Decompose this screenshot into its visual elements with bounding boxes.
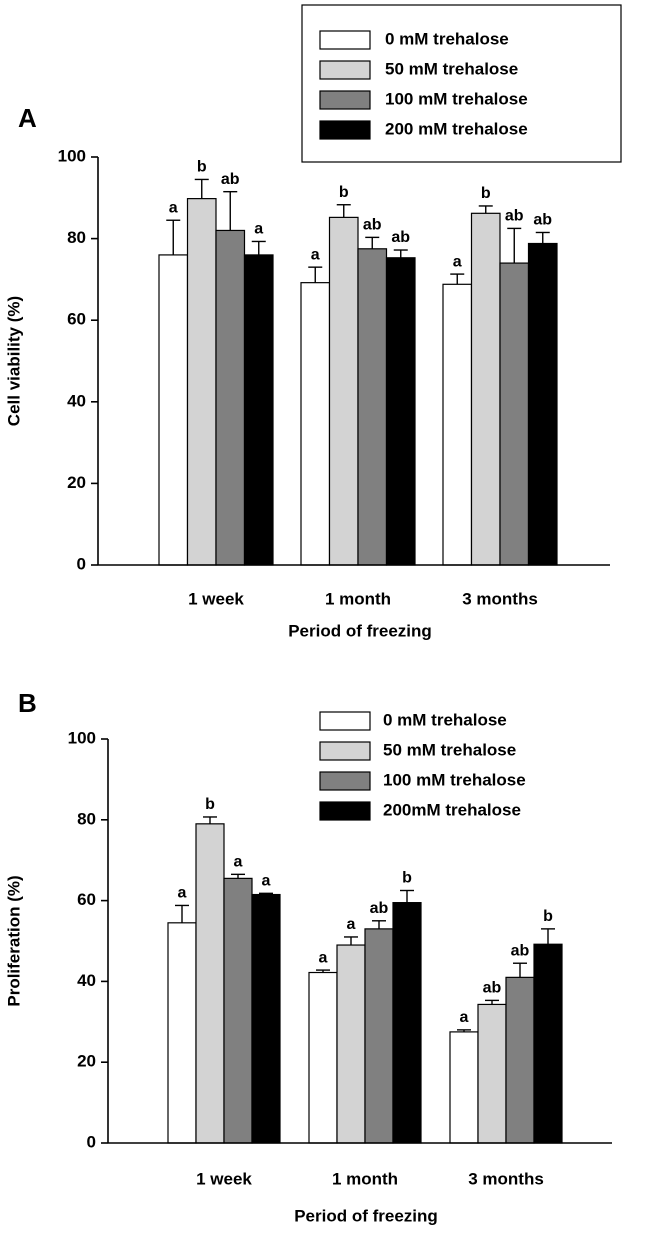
significance-letter: b — [481, 185, 491, 202]
legend-label: 200mM trehalose — [383, 800, 521, 819]
bar — [533, 943, 563, 1144]
y-axis-label: Cell viability (%) — [4, 296, 23, 426]
x-axis-label: Period of freezing — [288, 621, 432, 640]
significance-letter: a — [254, 221, 263, 238]
bar — [442, 283, 473, 566]
legend-label: 100 mM trehalose — [383, 770, 526, 789]
y-tick-label: 80 — [77, 809, 96, 828]
panel-label: A — [18, 103, 37, 133]
y-tick-label: 100 — [68, 728, 96, 747]
x-axis-label: Period of freezing — [294, 1206, 438, 1225]
legend-label: 50 mM trehalose — [383, 740, 516, 759]
x-tick-label: 3 months — [462, 589, 538, 608]
significance-letter: ab — [511, 942, 530, 959]
bar — [167, 922, 197, 1144]
y-tick-label: 20 — [77, 1052, 96, 1071]
significance-letter: a — [169, 199, 178, 216]
significance-letter: b — [543, 908, 553, 925]
significance-letter: a — [453, 253, 462, 270]
significance-letter: a — [311, 246, 320, 263]
significance-letter: b — [339, 184, 349, 201]
significance-letter: a — [319, 949, 328, 966]
panel-label: B — [18, 688, 37, 718]
y-tick-label: 60 — [67, 310, 86, 329]
y-tick-label: 0 — [77, 554, 86, 573]
legend-swatch — [319, 711, 371, 731]
bar — [308, 971, 338, 1144]
bar — [392, 902, 422, 1144]
x-tick-label: 1 week — [188, 589, 244, 608]
x-tick-label: 1 month — [325, 589, 391, 608]
significance-letter: b — [402, 870, 412, 887]
significance-letter: a — [460, 1009, 469, 1026]
legend-label: 200 mM trehalose — [385, 119, 528, 138]
significance-letter: ab — [483, 980, 502, 997]
bar — [357, 248, 388, 566]
y-tick-label: 80 — [67, 228, 86, 247]
significance-letter: ab — [363, 217, 382, 234]
bar — [328, 216, 359, 566]
significance-letter: ab — [533, 212, 552, 229]
bar — [223, 877, 253, 1144]
bar — [158, 254, 189, 566]
bar — [300, 282, 331, 566]
bar — [215, 229, 246, 566]
legend-label: 0 mM trehalose — [385, 29, 509, 48]
legend-label: 50 mM trehalose — [385, 59, 518, 78]
significance-letter: a — [178, 885, 187, 902]
bar — [336, 944, 366, 1144]
legend-label: 0 mM trehalose — [383, 710, 507, 729]
y-tick-label: 100 — [58, 146, 86, 165]
y-tick-label: 20 — [67, 473, 86, 492]
bar — [470, 212, 501, 566]
bar — [385, 257, 416, 566]
legend-box — [301, 4, 622, 163]
bar — [505, 976, 535, 1144]
legend-swatch — [319, 30, 371, 50]
bar — [243, 254, 274, 566]
bar — [527, 242, 558, 566]
bar — [449, 1031, 479, 1144]
significance-letter: a — [347, 916, 356, 933]
y-tick-label: 40 — [67, 391, 86, 410]
significance-letter: ab — [391, 229, 410, 246]
x-tick-label: 3 months — [468, 1169, 544, 1188]
legend-swatch — [319, 771, 371, 791]
legend-swatch — [319, 60, 371, 80]
legend-swatch — [319, 801, 371, 821]
legend-swatch — [319, 120, 371, 140]
bar — [364, 928, 394, 1144]
significance-letter: b — [205, 796, 215, 813]
significance-letter: b — [197, 159, 207, 176]
y-axis-label: Proliferation (%) — [4, 875, 23, 1006]
bar — [251, 893, 281, 1144]
legend-swatch — [319, 90, 371, 110]
significance-letter: a — [234, 854, 243, 871]
y-tick-label: 60 — [77, 890, 96, 909]
y-tick-label: 40 — [77, 971, 96, 990]
significance-letter: ab — [505, 208, 524, 225]
bar — [477, 1003, 507, 1144]
significance-letter: a — [262, 873, 271, 890]
legend-swatch — [319, 741, 371, 761]
legend-label: 100 mM trehalose — [385, 89, 528, 108]
significance-letter: ab — [370, 900, 389, 917]
bar — [186, 198, 217, 566]
bar — [499, 262, 530, 566]
significance-letter: ab — [221, 171, 240, 188]
y-tick-label: 0 — [87, 1132, 96, 1151]
x-tick-label: 1 week — [196, 1169, 252, 1188]
x-tick-label: 1 month — [332, 1169, 398, 1188]
bar — [195, 823, 225, 1144]
